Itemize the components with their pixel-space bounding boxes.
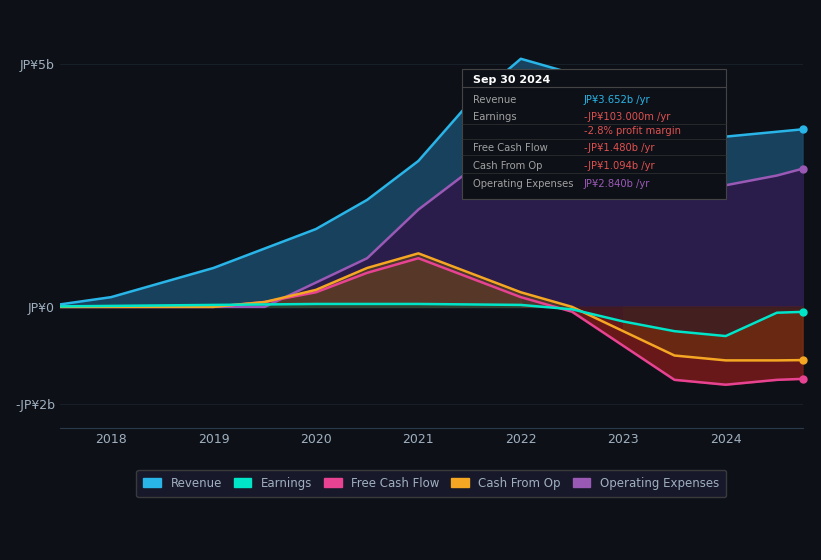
Text: Free Cash Flow: Free Cash Flow	[473, 143, 548, 153]
Text: Cash From Op: Cash From Op	[473, 161, 542, 171]
Legend: Revenue, Earnings, Free Cash Flow, Cash From Op, Operating Expenses: Revenue, Earnings, Free Cash Flow, Cash …	[136, 470, 727, 497]
Text: -JP¥103.000m /yr: -JP¥103.000m /yr	[584, 112, 670, 122]
Text: JP¥2.840b /yr: JP¥2.840b /yr	[584, 180, 650, 189]
Text: JP¥3.652b /yr: JP¥3.652b /yr	[584, 95, 650, 105]
Text: -JP¥1.480b /yr: -JP¥1.480b /yr	[584, 143, 654, 153]
Text: Revenue: Revenue	[473, 95, 516, 105]
Text: Sep 30 2024: Sep 30 2024	[473, 75, 550, 85]
Text: -JP¥1.094b /yr: -JP¥1.094b /yr	[584, 161, 654, 171]
Text: Operating Expenses: Operating Expenses	[473, 180, 573, 189]
Text: -2.8% profit margin: -2.8% profit margin	[584, 127, 681, 137]
Text: Earnings: Earnings	[473, 112, 516, 122]
